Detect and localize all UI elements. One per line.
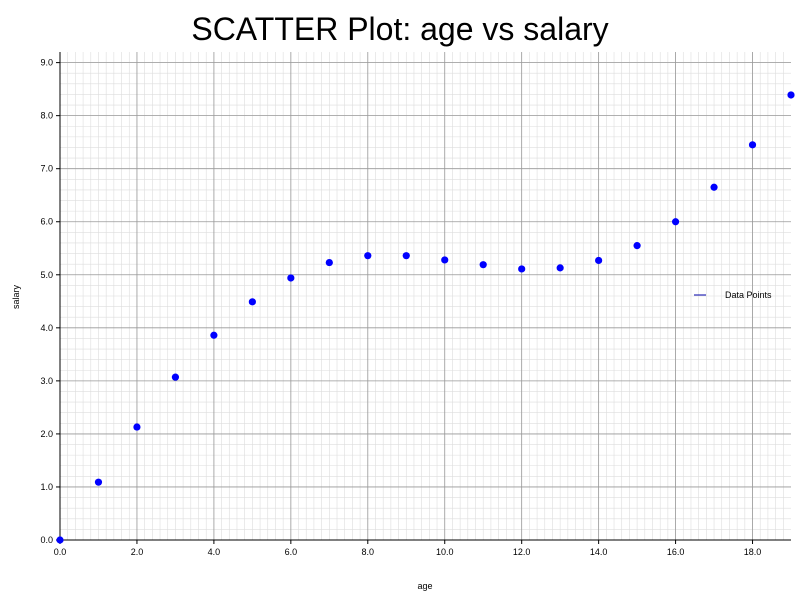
- y-tick-label: 4.0: [40, 323, 53, 333]
- data-point: [325, 258, 333, 267]
- data-point: [364, 252, 372, 260]
- y-axis-label: salary: [11, 285, 21, 310]
- x-tick-label: 0.0: [54, 547, 67, 557]
- data-point: [56, 536, 64, 544]
- y-tick-label: 6.0: [40, 217, 53, 227]
- y-tick-label: 2.0: [40, 429, 53, 439]
- y-tick-label: 8.0: [40, 111, 53, 121]
- x-tick-label: 16.0: [667, 547, 685, 557]
- data-point: [518, 265, 526, 273]
- legend: Data Points: [694, 290, 772, 300]
- y-tick-label: 5.0: [40, 270, 53, 280]
- y-tick-label: 9.0: [40, 58, 53, 68]
- data-point: [787, 91, 795, 99]
- y-tick-label: 3.0: [40, 376, 53, 386]
- data-points: [56, 91, 795, 544]
- data-point: [441, 256, 449, 264]
- x-axis-label: age: [417, 581, 432, 591]
- y-axis-ticks: 0.0 1.0 2.0 3.0 4.0 5.0 6.0 7.0 8.0 9.0: [40, 58, 60, 545]
- x-tick-label: 2.0: [131, 547, 144, 557]
- y-tick-label: 7.0: [40, 164, 53, 174]
- data-point: [210, 331, 218, 339]
- data-point: [710, 183, 718, 191]
- data-point: [171, 373, 180, 381]
- x-tick-label: 18.0: [744, 547, 762, 557]
- data-point: [633, 242, 641, 250]
- data-point: [556, 264, 564, 272]
- x-tick-label: 4.0: [208, 547, 221, 557]
- x-tick-label: 14.0: [590, 547, 608, 557]
- data-point: [248, 298, 256, 306]
- data-point: [94, 478, 103, 486]
- y-tick-label: 0.0: [40, 535, 53, 545]
- data-point: [671, 218, 680, 226]
- data-point: [133, 423, 141, 431]
- x-tick-label: 12.0: [513, 547, 531, 557]
- major-grid: [60, 52, 791, 540]
- data-point: [287, 274, 295, 282]
- x-tick-label: 8.0: [362, 547, 375, 557]
- legend-label-data-points: Data Points: [725, 290, 772, 300]
- chart-title: SCATTER Plot: age vs salary: [191, 11, 608, 47]
- data-point: [595, 256, 603, 265]
- data-point: [748, 141, 757, 149]
- y-tick-label: 1.0: [40, 482, 53, 492]
- x-tick-label: 6.0: [285, 547, 298, 557]
- x-axis-ticks: 0.0 2.0 4.0 6.0 8.0 10.0 12.0 14.0 16.0 18.0: [54, 540, 762, 557]
- x-tick-label: 10.0: [436, 547, 454, 557]
- axes: [59, 52, 791, 541]
- data-point: [479, 261, 487, 269]
- data-point: [402, 252, 410, 260]
